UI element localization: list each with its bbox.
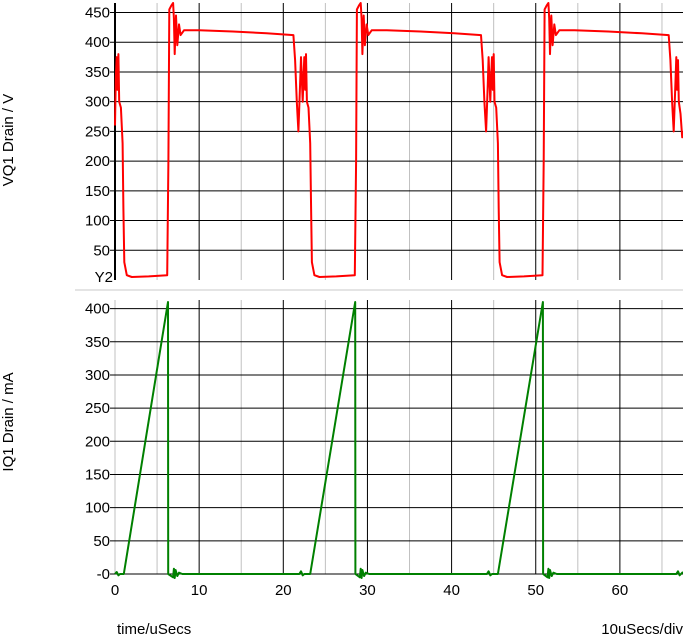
top-plot: 50 100 150 200 250 300 350 400 450: [85, 2, 683, 280]
y-tick-label: 350: [85, 334, 110, 351]
y-tick-label: 400: [85, 34, 110, 51]
y-tick-label: 450: [85, 5, 110, 22]
y-tick-label: 250: [85, 400, 110, 417]
x-tick-label: 0: [111, 582, 119, 599]
x-tick-label: 50: [527, 582, 544, 599]
x-tick-label: 10: [191, 582, 208, 599]
scale-label: 10uSecs/div: [601, 621, 683, 634]
x-tick-label: 20: [275, 582, 292, 599]
y2-axis-tag: Y2: [95, 269, 113, 286]
x-tick-label: 60: [612, 582, 629, 599]
y-tick-label: 150: [85, 183, 110, 200]
y-tick-label: 50: [93, 533, 110, 550]
y-tick-label: 250: [85, 123, 110, 140]
y-tick-label: 400: [85, 301, 110, 318]
x-tick-label: 40: [443, 582, 460, 599]
current-trace: [114, 301, 683, 579]
y-tick-label: 100: [85, 213, 110, 230]
y-tick-label: 200: [85, 433, 110, 450]
x-tick-label: 30: [359, 582, 376, 599]
voltage-trace: [114, 2, 683, 278]
bottom-y-axis-label: IQ1 Drain / mA: [0, 372, 17, 471]
y-tick-label: 300: [85, 94, 110, 111]
y-tick-label: 200: [85, 153, 110, 170]
y-tick-label: -0: [97, 566, 110, 583]
y-tick-label: 50: [93, 242, 110, 259]
y-tick-label: 150: [85, 466, 110, 483]
y-tick-label: 350: [85, 64, 110, 81]
top-y-axis-label: VQ1 Drain / V: [0, 94, 17, 187]
x-axis-label: time/uSecs: [117, 621, 191, 634]
bottom-plot: -0 50 100 150 200 250 300 350 400 0 10 20 30 40 50 60: [85, 300, 683, 599]
y-tick-label: 100: [85, 500, 110, 517]
y-tick-label: 300: [85, 367, 110, 384]
